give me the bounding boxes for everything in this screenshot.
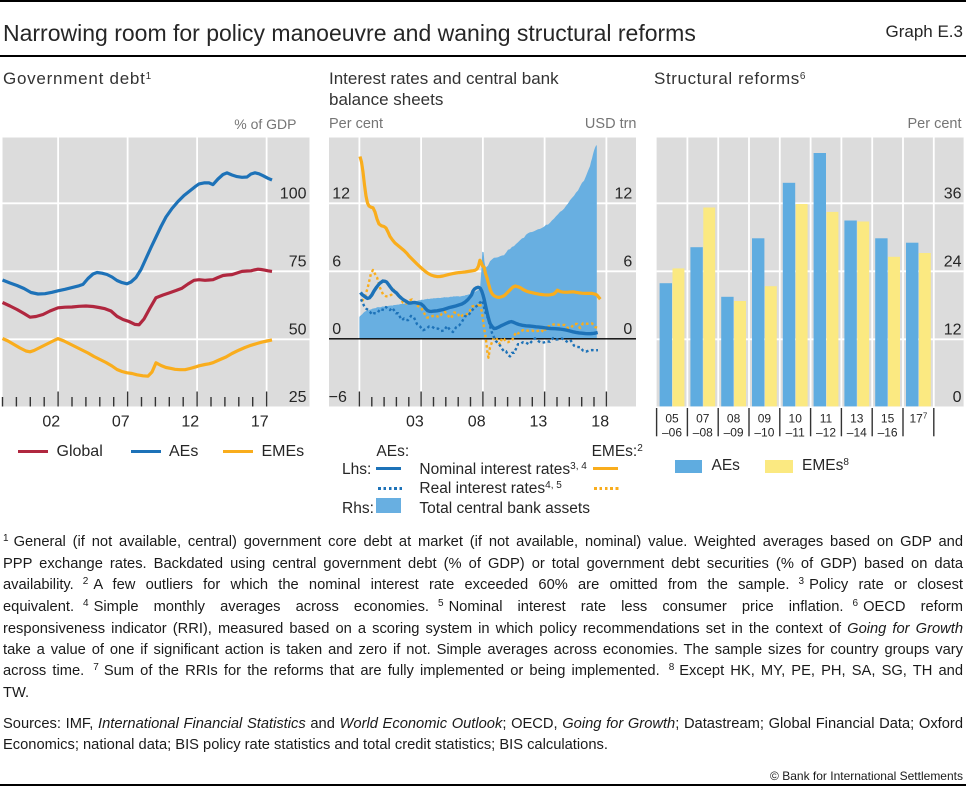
svg-text:–06: –06 [662,425,682,439]
svg-text:03: 03 [406,413,424,430]
svg-text:08: 08 [468,413,486,430]
svg-text:177: 177 [909,412,927,426]
svg-text:–09: –09 [724,425,744,439]
svg-text:0: 0 [623,321,632,338]
svg-text:15: 15 [881,412,895,426]
svg-text:09: 09 [758,412,772,426]
svg-text:07: 07 [112,413,130,430]
svg-text:36: 36 [944,186,962,203]
svg-text:100: 100 [280,186,307,203]
svg-text:08: 08 [727,412,741,426]
svg-text:13: 13 [850,412,864,426]
svg-text:−6: −6 [329,389,347,406]
svg-text:50: 50 [289,322,307,339]
svg-text:–10: –10 [754,425,774,439]
svg-text:02: 02 [42,413,60,430]
svg-text:–12: –12 [816,425,836,439]
svg-text:11: 11 [820,412,833,426]
svg-text:12: 12 [332,186,350,203]
svg-text:75: 75 [289,254,307,271]
svg-text:–16: –16 [878,425,898,439]
svg-text:10: 10 [789,412,803,426]
svg-text:0: 0 [953,389,962,406]
svg-text:0: 0 [332,321,341,338]
svg-text:17: 17 [251,413,269,430]
svg-text:12: 12 [181,413,199,430]
svg-text:25: 25 [289,389,307,406]
svg-text:12: 12 [615,186,633,203]
svg-text:–11: –11 [786,425,805,439]
svg-text:–08: –08 [693,425,713,439]
svg-text:24: 24 [944,254,962,271]
svg-text:05: 05 [665,412,679,426]
svg-text:07: 07 [696,412,710,426]
svg-text:13: 13 [530,413,548,430]
svg-text:12: 12 [944,322,962,339]
svg-text:6: 6 [332,254,341,271]
svg-text:–14: –14 [847,425,867,439]
svg-text:6: 6 [623,254,632,271]
svg-text:18: 18 [591,413,609,430]
